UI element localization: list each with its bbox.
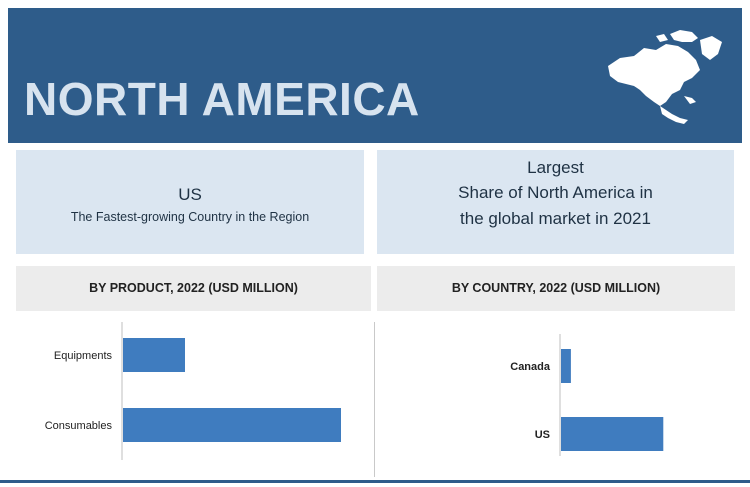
product-bar-chart: Equipments Consumables — [45, 322, 341, 460]
largest-share-box: Largest Share of North America in the gl… — [377, 150, 734, 254]
country-chart-title: BY COUNTRY, 2022 (USD MILLION) — [377, 266, 735, 311]
country-label-us: US — [535, 429, 550, 441]
bottom-rule — [0, 480, 750, 483]
country-bar-us — [561, 417, 664, 451]
country-bar-canada — [561, 349, 571, 383]
fastest-growing-caption: The Fastest-growing Country in the Regio… — [70, 210, 310, 224]
fastest-growing-country: US — [178, 185, 202, 204]
country-bar-chart: Canada US — [510, 334, 664, 456]
country-label-canada: Canada — [510, 361, 551, 373]
product-bar-consumables — [123, 408, 341, 442]
product-chart-title: BY PRODUCT, 2022 (USD MILLION) — [16, 266, 371, 311]
largest-share-line-2: Share of North America in — [458, 183, 653, 202]
largest-share-line-3: the global market in 2021 — [460, 209, 651, 228]
fastest-growing-box: US The Fastest-growing Country in the Re… — [16, 150, 364, 254]
product-label-consumables: Consumables — [45, 420, 113, 432]
north-america-map-icon — [608, 30, 722, 124]
product-label-equipments: Equipments — [54, 350, 113, 362]
header-banner: NORTH AMERICA — [8, 8, 742, 143]
chart-divider — [374, 322, 375, 477]
page-title: NORTH AMERICA — [24, 73, 420, 125]
largest-share-line-1: Largest — [527, 158, 584, 177]
product-bar-equipments — [123, 338, 185, 372]
